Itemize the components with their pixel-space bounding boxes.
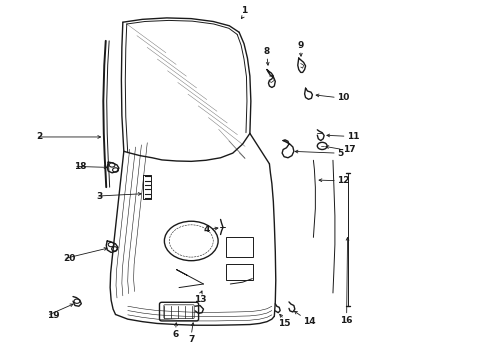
Text: 15: 15 [278,319,291,328]
Text: 7: 7 [188,335,195,344]
Text: 20: 20 [63,255,75,264]
Text: 13: 13 [194,296,206,305]
Text: 4: 4 [203,225,210,234]
Text: 16: 16 [341,316,353,325]
Text: 2: 2 [36,132,42,141]
Text: 17: 17 [343,145,355,154]
Text: 8: 8 [264,47,270,56]
Text: 19: 19 [47,311,60,320]
Bar [226,237,253,257]
Text: 1: 1 [241,6,247,15]
Text: 10: 10 [337,93,349,102]
Text: 6: 6 [172,330,179,339]
Text: 11: 11 [346,132,359,141]
Text: 3: 3 [96,192,102,201]
Text: 5: 5 [337,149,343,158]
Bar [226,264,253,280]
Text: 12: 12 [337,176,349,185]
Text: 9: 9 [297,41,304,50]
Text: 18: 18 [74,162,87,171]
Text: 14: 14 [303,317,315,326]
